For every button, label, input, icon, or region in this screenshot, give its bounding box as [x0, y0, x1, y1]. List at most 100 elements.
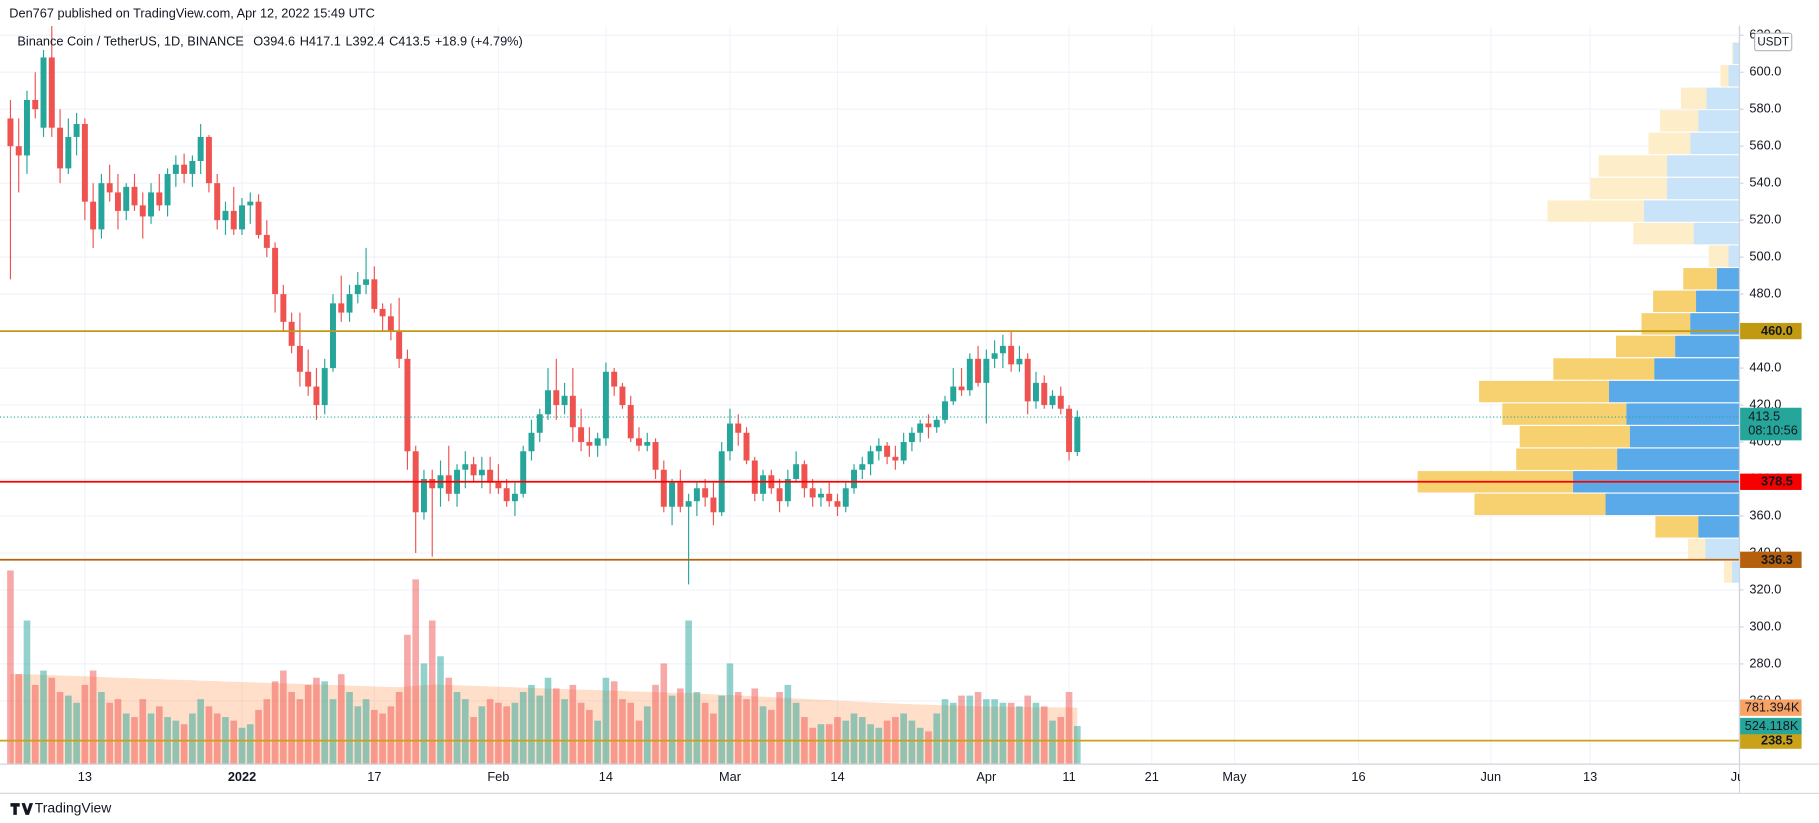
volume-ma-label: 781.394K — [1745, 700, 1800, 715]
profile-down — [1687, 538, 1706, 561]
profile-down — [1502, 403, 1627, 425]
candle-body — [867, 451, 874, 465]
volume-bar — [73, 702, 80, 764]
candle-body — [139, 205, 146, 217]
candle-body — [40, 57, 47, 128]
candle-body — [57, 127, 64, 169]
candle-body — [793, 464, 800, 479]
volume-bar — [478, 706, 486, 764]
candle-body — [98, 183, 105, 230]
y-tick-label: 440.0 — [1749, 359, 1781, 374]
profile-up — [1626, 403, 1739, 425]
volume-bar — [619, 699, 626, 764]
profile-down — [1479, 380, 1610, 403]
volume-bar — [172, 720, 180, 764]
x-tick-label: 13 — [1583, 769, 1597, 784]
volume-bar — [668, 695, 676, 764]
profile-up — [1728, 245, 1739, 267]
legend-value: 417.1 — [309, 33, 341, 48]
volume-label: 524.118K — [1745, 718, 1799, 733]
candle-body — [239, 205, 245, 230]
volume-bar — [453, 692, 461, 764]
volume-label-box — [1740, 717, 1802, 735]
candle-body — [983, 358, 990, 383]
volume-bar — [776, 692, 783, 764]
candle-body — [569, 395, 576, 428]
candle-body — [652, 442, 659, 470]
candle-body — [636, 438, 642, 446]
candle-body — [917, 423, 924, 433]
volume-bar — [404, 634, 411, 764]
candle-body — [702, 488, 709, 498]
candle-body — [975, 358, 982, 383]
profile-up — [1667, 177, 1739, 200]
profile-up — [1629, 425, 1739, 448]
y-tick-label: 540.0 — [1749, 175, 1781, 190]
volume-bar — [974, 692, 982, 764]
volume-bar — [561, 699, 568, 764]
volume-bar — [643, 706, 651, 764]
volume-bar — [883, 720, 891, 764]
candle-body — [801, 464, 808, 489]
candle-body — [644, 442, 651, 446]
candle-body — [611, 371, 618, 387]
currency-box — [1754, 32, 1793, 52]
legend: Binance Coin / TetherUS, 1D, BINANCE O 394… — [17, 33, 522, 48]
candle-body — [445, 475, 452, 494]
profile-down — [1723, 561, 1732, 583]
candle-body — [693, 488, 700, 502]
candle-body — [826, 493, 833, 502]
candle-body — [966, 358, 973, 391]
volume-bar — [726, 663, 734, 764]
volume-bar — [685, 620, 692, 764]
y-tick-label: 500.0 — [1749, 248, 1781, 263]
candle-body — [660, 469, 667, 507]
volume-bar — [197, 699, 204, 764]
candle-body — [164, 173, 171, 206]
candle-body — [553, 390, 560, 406]
x-tick-label: 11 — [1062, 769, 1075, 784]
candle-body — [81, 124, 88, 202]
legend-key: C — [389, 33, 398, 48]
volume-bar — [379, 713, 386, 764]
volume-ma-label-box — [1740, 699, 1802, 716]
volume-bar — [1032, 702, 1040, 764]
candle-body — [817, 493, 824, 498]
candle-body — [65, 136, 72, 169]
plot-area — [0, 25, 1740, 764]
volume-bar — [768, 709, 775, 764]
profile-down — [1648, 132, 1691, 155]
profile-up — [1698, 516, 1739, 538]
profile-down — [1660, 110, 1699, 132]
candle-body — [884, 445, 891, 457]
candle-body — [429, 479, 436, 489]
candle-body — [478, 469, 485, 476]
volume-bar — [966, 695, 974, 764]
candle-body — [520, 451, 527, 494]
candle-body — [602, 371, 609, 439]
candle-body — [123, 186, 130, 211]
candle-body — [743, 432, 750, 461]
candle-body — [1066, 408, 1073, 453]
x-tick-label: 16 — [1351, 769, 1365, 784]
volume-bar — [437, 656, 444, 764]
candle-body — [172, 164, 179, 174]
currency: USDT — [1757, 36, 1789, 49]
volume-bar — [536, 695, 544, 764]
candle-body — [942, 401, 948, 420]
profile-up — [1716, 268, 1739, 290]
candle-body — [280, 294, 287, 322]
volume-bar — [792, 702, 800, 764]
candle-body — [371, 279, 378, 309]
candle-body — [677, 482, 684, 507]
volume-bar — [321, 681, 329, 764]
volume-bar — [7, 570, 14, 764]
volume-bar — [925, 731, 932, 764]
legend-key: O — [253, 33, 263, 48]
volume-bar — [205, 706, 213, 764]
volume-bar — [552, 688, 560, 764]
header: Den767 published on TradingView.com, Apr… — [9, 5, 375, 20]
profile-down — [1553, 358, 1655, 380]
candle-body — [685, 501, 692, 507]
profile-down — [1708, 245, 1729, 267]
